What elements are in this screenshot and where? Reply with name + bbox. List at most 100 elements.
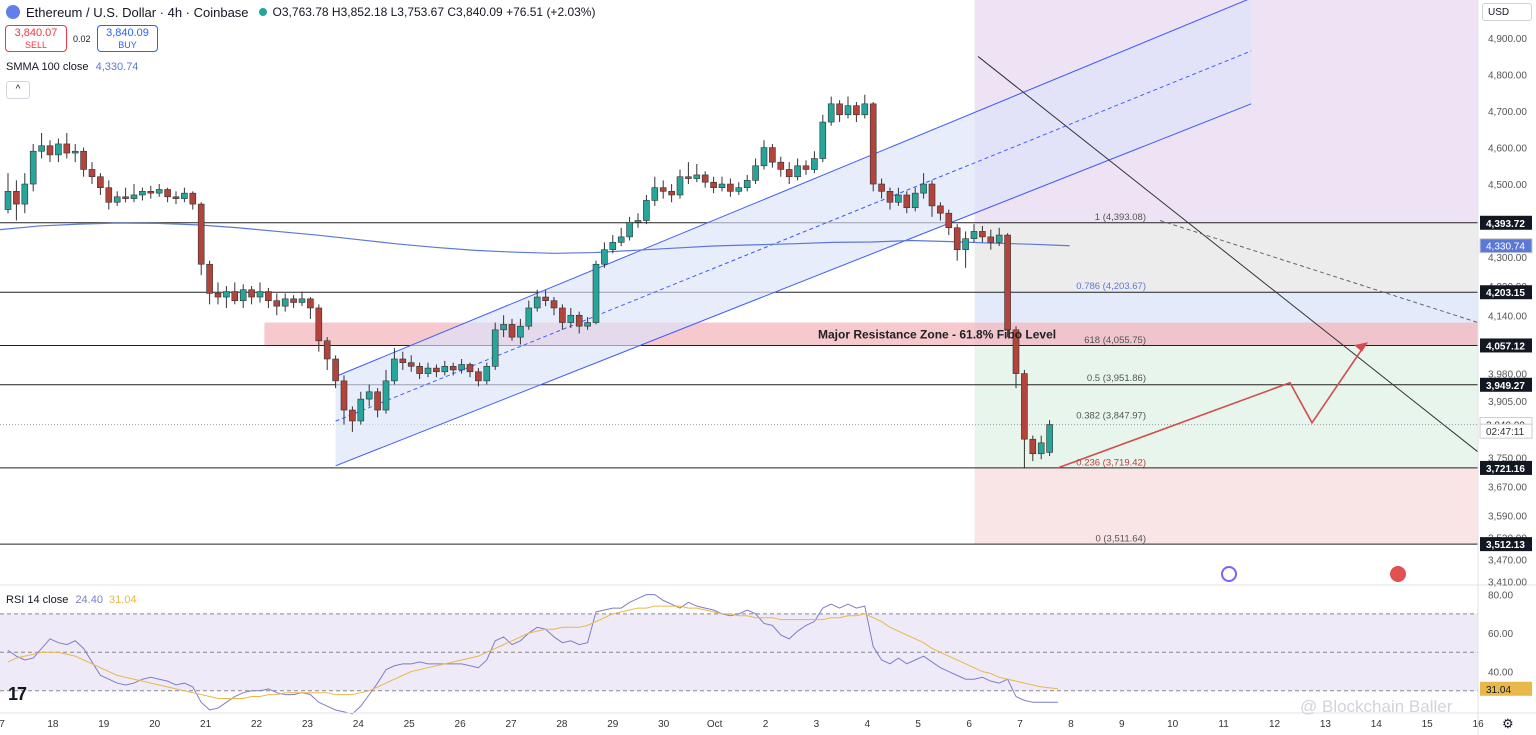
ethereum-logo-icon	[6, 5, 20, 19]
candle-body	[433, 367, 440, 373]
candle	[659, 180, 667, 199]
candle	[668, 184, 675, 203]
rsi-tick-label: 60.00	[1488, 629, 1513, 640]
candle	[819, 114, 827, 163]
fib-label: 0.236 (3,719.42)	[1076, 458, 1146, 469]
candle-body	[575, 314, 583, 327]
currency-unit-select[interactable]: USD	[1482, 3, 1532, 21]
time-tick-label: 23	[302, 719, 314, 730]
candle-body	[643, 200, 650, 221]
price-tick-label: 4,140.00	[1488, 311, 1527, 322]
candle-body	[1046, 424, 1053, 453]
projection-arrowhead	[1354, 342, 1368, 352]
candle	[928, 180, 936, 217]
candle	[853, 102, 860, 123]
candle-body	[903, 194, 911, 209]
candle	[777, 156, 785, 177]
buy-label: BUY	[118, 40, 137, 50]
time-tick-label: 29	[607, 719, 619, 730]
candle	[214, 282, 222, 305]
candle	[29, 143, 37, 192]
price-tick-label: 4,800.00	[1488, 71, 1527, 82]
price-level-tag-box	[1480, 377, 1532, 392]
us-flag-event-icon[interactable]	[1390, 566, 1406, 582]
rsi-label: RSI 14 close	[6, 594, 69, 606]
fib-label: 1 (4,393.08)	[1095, 212, 1146, 223]
candle	[911, 187, 919, 212]
candle-body	[1029, 438, 1037, 455]
channel-lower-line	[335, 103, 1252, 467]
candle-body	[836, 103, 843, 116]
candle	[550, 297, 558, 316]
time-tick-label: 26	[455, 719, 467, 730]
candle	[113, 191, 121, 206]
candle-body	[710, 181, 717, 188]
candle-body	[155, 189, 163, 194]
candle	[1012, 326, 1020, 389]
collapse-legend-button[interactable]: ^	[6, 81, 30, 99]
smma-line	[0, 222, 1070, 254]
candle-body	[298, 298, 306, 303]
candle-body	[265, 291, 272, 301]
candle-body	[332, 358, 339, 382]
candle	[962, 231, 969, 268]
candle	[701, 171, 709, 188]
candle-body	[609, 242, 617, 250]
watermark-text: @ Blockchain Baller	[1300, 697, 1453, 716]
candle	[46, 140, 54, 163]
candle	[239, 284, 247, 308]
candle	[491, 322, 499, 370]
candle	[727, 178, 734, 197]
candle-body	[441, 365, 449, 373]
price-level-tag-box	[1479, 423, 1533, 439]
time-tick-label: 7	[0, 719, 5, 730]
candle	[517, 318, 524, 345]
candle	[1029, 435, 1037, 462]
price-level-tag-box	[1480, 285, 1532, 300]
candle-body	[886, 191, 894, 203]
candle-body	[634, 220, 642, 223]
rsi-indicator-legend[interactable]: RSI 14 close 24.40 31.04	[6, 594, 137, 606]
symbol-title[interactable]: Ethereum / U.S. Dollar · 4h · Coinbase	[26, 4, 249, 20]
candle-body	[853, 105, 860, 116]
candle	[147, 185, 155, 199]
candle-body	[80, 150, 87, 170]
candle	[878, 178, 885, 199]
price-tick-label: 3,670.00	[1488, 483, 1527, 494]
candle	[4, 173, 12, 214]
event-marker-icon[interactable]	[1221, 566, 1237, 582]
candle	[844, 96, 852, 119]
candle	[869, 102, 877, 192]
buy-price: 3,840.09	[106, 27, 149, 39]
channel-mid-line	[335, 50, 1252, 422]
candle	[382, 369, 390, 414]
settings-gear-icon[interactable]: ⚙	[1502, 716, 1514, 731]
price-level-tag-text: 3,949.27	[1486, 381, 1525, 392]
candle	[937, 202, 944, 221]
tradingview-logo-icon[interactable]: 17	[8, 684, 27, 704]
candle	[265, 287, 272, 308]
price-level-tag-text: 3,512.13	[1486, 540, 1525, 551]
candle-body	[21, 183, 29, 205]
sell-button[interactable]: 3,840.07 SELL	[5, 25, 67, 52]
rsi-tick-label: 80.00	[1488, 591, 1513, 602]
candle-body	[995, 234, 1003, 243]
candle	[752, 158, 759, 185]
time-tick-label: 2	[763, 719, 769, 730]
candle-body	[550, 300, 558, 309]
price-level-tag-box	[1480, 537, 1532, 552]
smma-indicator-legend[interactable]: SMMA 100 close 4,330.74	[6, 61, 138, 73]
candle	[685, 162, 692, 185]
candle	[374, 388, 381, 418]
candle-body	[424, 367, 432, 374]
candle-body	[508, 324, 516, 338]
candle-body	[466, 364, 474, 373]
candle-body	[533, 296, 541, 309]
candle-body	[374, 391, 381, 411]
fib-label: 618 (4,055.75)	[1084, 335, 1146, 346]
price-tick-label: 3,470.00	[1488, 555, 1527, 566]
candle	[164, 187, 171, 203]
buy-button[interactable]: 3,840.09 BUY	[97, 25, 158, 52]
candle-body	[38, 145, 45, 152]
